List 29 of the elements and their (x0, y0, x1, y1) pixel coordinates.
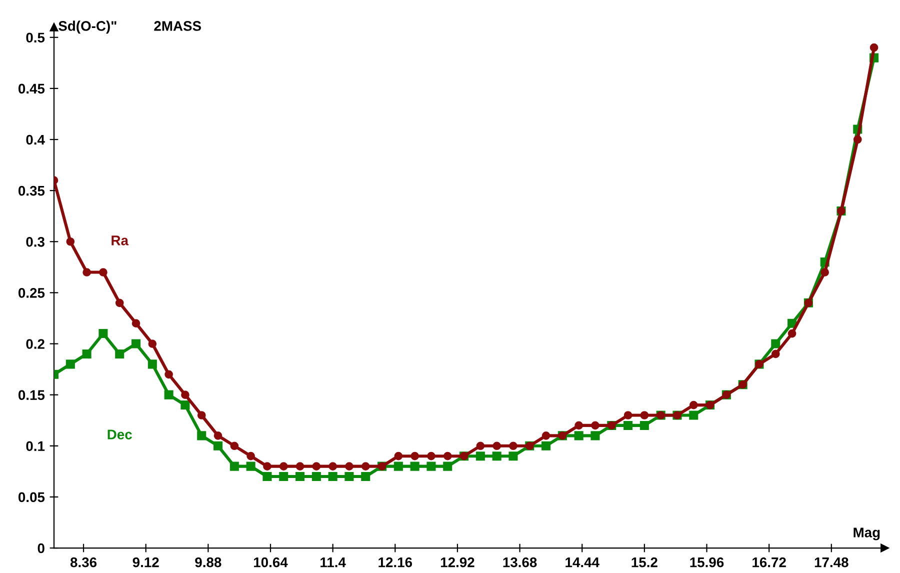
y-axis-title: Sd(O-C)" (58, 20, 116, 34)
y-tick-label: 0.15 (18, 390, 45, 400)
x-tick-label: 16.72 (752, 557, 786, 568)
series-label: Ra (112, 236, 129, 246)
y-tick-label: 0.05 (18, 492, 45, 502)
x-tick-label: 9.88 (195, 557, 222, 568)
x-tick-label: 11.4 (320, 558, 346, 568)
text: Dec (108, 430, 132, 440)
x-tick-label: 10.64 (254, 557, 288, 568)
y-tick-label: 0.2 (26, 339, 44, 349)
y-tick-label: 0.3 (26, 236, 44, 247)
y-tick-label: 0.1 (26, 441, 45, 452)
y-tick-label: 0.25 (18, 288, 45, 298)
x-tick-label: 15.2 (632, 557, 658, 568)
x-tick-label: 12.16 (378, 557, 412, 568)
x-tick-label: 15.96 (690, 557, 724, 568)
x-axis-title: Mag (854, 528, 880, 540)
x-tick-label: 12.92 (440, 557, 474, 568)
chart-title: 2MASS (154, 21, 201, 31)
y-tick-label: 0 (38, 543, 44, 554)
x-tick-label: 17.48 (814, 557, 848, 568)
y-tick-label: 0.5 (26, 32, 45, 43)
y-tick-label: 0.45 (18, 84, 45, 94)
x-tick-label: 14.44 (566, 558, 600, 568)
x-tick-label: 8.36 (70, 557, 97, 568)
y-tick-label: 0.4 (26, 134, 45, 145)
x-tick-label: 13.68 (503, 557, 537, 568)
x-tick-label: 9.12 (132, 557, 159, 568)
y-tick-label: 0.35 (18, 186, 45, 196)
